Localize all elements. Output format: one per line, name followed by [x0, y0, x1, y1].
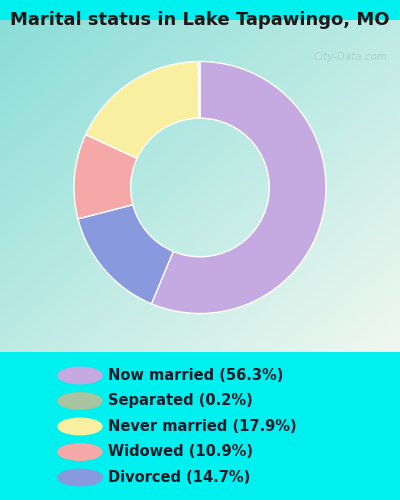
Text: Divorced (14.7%): Divorced (14.7%)	[108, 470, 250, 485]
Circle shape	[58, 418, 102, 435]
Text: City-Data.com: City-Data.com	[314, 52, 388, 62]
Circle shape	[58, 469, 102, 486]
Wedge shape	[86, 62, 199, 158]
Text: Marital status in Lake Tapawingo, MO: Marital status in Lake Tapawingo, MO	[10, 11, 390, 29]
Wedge shape	[152, 62, 326, 314]
Text: Widowed (10.9%): Widowed (10.9%)	[108, 444, 253, 460]
Circle shape	[58, 393, 102, 409]
Circle shape	[58, 444, 102, 460]
Text: Never married (17.9%): Never married (17.9%)	[108, 419, 297, 434]
Wedge shape	[198, 62, 200, 118]
Circle shape	[58, 367, 102, 384]
Text: Separated (0.2%): Separated (0.2%)	[108, 394, 253, 408]
Wedge shape	[74, 134, 137, 219]
Wedge shape	[78, 204, 173, 304]
Text: Now married (56.3%): Now married (56.3%)	[108, 368, 283, 383]
